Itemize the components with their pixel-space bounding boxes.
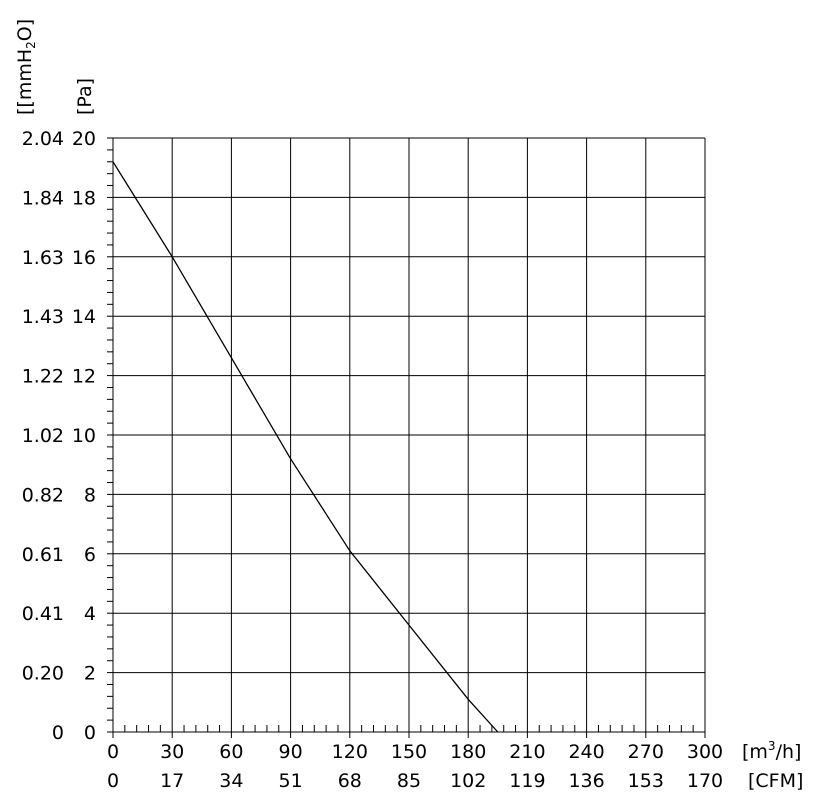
x-tick-label: 150	[391, 741, 427, 763]
x2-tick-label: 85	[397, 770, 421, 792]
x-axis-unit-label: [m3/h]	[742, 739, 801, 763]
x2-tick-label: 102	[450, 770, 486, 792]
x-tick-label: 300	[687, 741, 723, 763]
y2-tick-label: 0	[52, 722, 64, 744]
x2-tick-label: 17	[160, 770, 184, 792]
y-axis-unit-label: [Pa]	[74, 78, 96, 115]
y-tick-label: 10	[72, 425, 96, 447]
y2-tick-label: 0.61	[22, 544, 64, 566]
curve-group	[112, 161, 499, 733]
grid	[112, 137, 706, 733]
x2-tick-label: 51	[279, 770, 303, 792]
performance-curve-line	[112, 161, 499, 733]
y2-tick-label: 1.02	[22, 425, 64, 447]
y-tick-label: 14	[72, 306, 96, 328]
y2-tick-label: 0.82	[22, 484, 64, 506]
y2-tick-label: 0.20	[22, 663, 64, 685]
x2-tick-label: 0	[107, 770, 119, 792]
x-tick-label: 30	[160, 741, 184, 763]
x-tick-label: 0	[107, 741, 119, 763]
y2-tick-label: 1.22	[22, 366, 64, 388]
minor-ticks	[107, 137, 706, 738]
y2-tick-label: 1.43	[22, 306, 64, 328]
x2-tick-label: 170	[687, 770, 723, 792]
y2-tick-label: 1.63	[22, 247, 64, 269]
x2-tick-label: 34	[219, 770, 243, 792]
y-tick-label: 2	[84, 663, 96, 685]
y-tick-label: 0	[84, 722, 96, 744]
y-tick-label: 12	[72, 366, 96, 388]
y2-tick-label: 0.41	[22, 603, 64, 625]
y-tick-label: 4	[84, 603, 96, 625]
x-tick-label: 180	[450, 741, 486, 763]
x-tick-label: 90	[279, 741, 303, 763]
x-tick-label: 60	[219, 741, 243, 763]
x2-tick-label: 136	[568, 770, 604, 792]
x-tick-label: 270	[628, 741, 664, 763]
x2-tick-label: 119	[509, 770, 545, 792]
x2-axis-unit-label: [CFM]	[748, 770, 803, 792]
y2-tick-label: 1.84	[22, 187, 64, 209]
y2-axis-unit-label: [[mmH2O]	[14, 19, 38, 115]
y-tick-label: 16	[72, 247, 96, 269]
y-tick-label: 20	[72, 128, 96, 150]
x2-tick-label: 153	[628, 770, 664, 792]
tick-labels: 0030176034905112068150851801022101192401…	[22, 128, 723, 792]
x-tick-label: 210	[509, 741, 545, 763]
y2-tick-label: 2.04	[22, 128, 64, 150]
x-tick-label: 240	[568, 741, 604, 763]
y-tick-label: 6	[84, 544, 96, 566]
y-tick-label: 18	[72, 187, 96, 209]
y-tick-label: 8	[84, 484, 96, 506]
axis-units: [m3/h] [CFM] [Pa] [[mmH2O]	[14, 19, 803, 792]
x2-tick-label: 68	[338, 770, 362, 792]
x-tick-label: 120	[332, 741, 368, 763]
